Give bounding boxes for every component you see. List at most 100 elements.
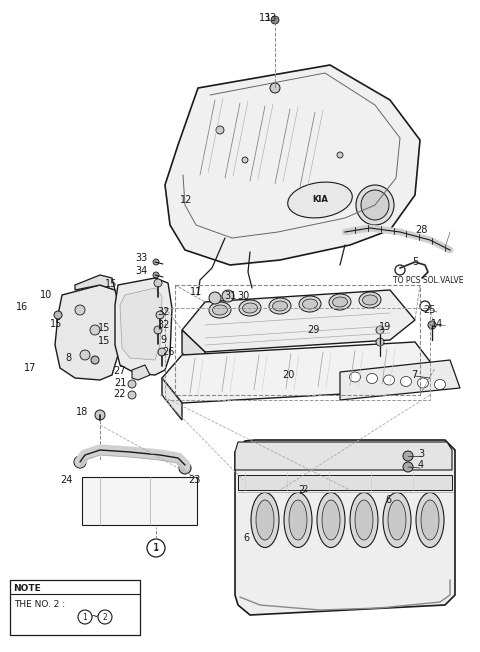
Polygon shape: [340, 360, 460, 400]
Circle shape: [270, 83, 280, 93]
Ellipse shape: [349, 372, 360, 382]
Ellipse shape: [239, 300, 261, 316]
Ellipse shape: [355, 500, 373, 540]
Text: NOTE: NOTE: [13, 584, 41, 593]
Text: 5: 5: [412, 257, 418, 267]
Text: 17: 17: [24, 363, 36, 373]
Ellipse shape: [209, 302, 231, 318]
Circle shape: [216, 126, 224, 134]
Text: THE NO. 2 :: THE NO. 2 :: [14, 600, 65, 609]
Polygon shape: [182, 330, 205, 375]
Ellipse shape: [421, 500, 439, 540]
Text: TO PCS SOL.VALVE: TO PCS SOL.VALVE: [393, 276, 464, 285]
Text: 8: 8: [65, 353, 71, 363]
Text: 11: 11: [190, 287, 202, 297]
Text: 10: 10: [40, 290, 52, 300]
Circle shape: [90, 325, 100, 335]
Circle shape: [54, 311, 62, 319]
Text: 29: 29: [307, 325, 319, 335]
Ellipse shape: [383, 492, 411, 548]
Circle shape: [403, 451, 413, 461]
Text: 13: 13: [259, 13, 271, 23]
Circle shape: [91, 356, 99, 364]
Circle shape: [222, 290, 234, 302]
Circle shape: [428, 321, 436, 329]
Circle shape: [271, 16, 279, 24]
Text: 16: 16: [16, 302, 28, 312]
Circle shape: [153, 272, 159, 278]
Text: 9: 9: [160, 335, 166, 345]
FancyBboxPatch shape: [82, 477, 197, 525]
Text: 14: 14: [431, 319, 443, 329]
Circle shape: [179, 462, 191, 474]
Text: 13: 13: [265, 13, 277, 23]
Ellipse shape: [242, 303, 257, 313]
Ellipse shape: [302, 299, 317, 309]
Ellipse shape: [356, 185, 394, 225]
Text: 12: 12: [180, 195, 192, 205]
Text: 7: 7: [411, 370, 417, 380]
Ellipse shape: [213, 305, 228, 315]
Circle shape: [154, 326, 162, 334]
Polygon shape: [182, 290, 415, 352]
Text: 26: 26: [162, 347, 174, 357]
Circle shape: [128, 391, 136, 399]
Polygon shape: [115, 278, 172, 375]
Ellipse shape: [333, 297, 348, 307]
Text: 28: 28: [415, 225, 427, 235]
Text: 20: 20: [282, 370, 294, 380]
Text: 15: 15: [50, 319, 62, 329]
Circle shape: [153, 259, 159, 265]
Circle shape: [154, 279, 162, 287]
Circle shape: [209, 292, 221, 304]
Ellipse shape: [350, 492, 378, 548]
Ellipse shape: [269, 298, 291, 314]
Circle shape: [75, 305, 85, 315]
Polygon shape: [235, 440, 455, 615]
Text: 27: 27: [114, 366, 126, 376]
Ellipse shape: [317, 492, 345, 548]
Ellipse shape: [256, 500, 274, 540]
Ellipse shape: [400, 376, 411, 387]
Polygon shape: [235, 442, 452, 470]
Text: 15: 15: [105, 279, 117, 289]
Ellipse shape: [284, 492, 312, 548]
Ellipse shape: [418, 378, 429, 388]
Ellipse shape: [322, 500, 340, 540]
Polygon shape: [238, 475, 452, 490]
Text: KIA: KIA: [312, 196, 328, 205]
Ellipse shape: [361, 190, 389, 220]
Polygon shape: [162, 378, 182, 420]
Circle shape: [376, 338, 384, 346]
FancyBboxPatch shape: [10, 580, 140, 635]
Ellipse shape: [299, 296, 321, 312]
Text: 21: 21: [114, 378, 126, 388]
Text: 31: 31: [224, 291, 236, 301]
Text: 15: 15: [98, 323, 110, 333]
Circle shape: [95, 410, 105, 420]
Text: 6: 6: [243, 533, 249, 543]
Text: 32: 32: [157, 320, 169, 330]
Text: 1: 1: [154, 544, 158, 552]
Polygon shape: [132, 365, 150, 380]
Text: 32: 32: [157, 307, 169, 317]
Polygon shape: [75, 275, 115, 290]
Text: 2: 2: [298, 485, 304, 495]
Circle shape: [242, 157, 248, 163]
Polygon shape: [165, 65, 420, 265]
Circle shape: [156, 311, 164, 319]
Text: 6: 6: [385, 495, 391, 505]
Text: 1: 1: [83, 612, 87, 621]
Text: 18: 18: [76, 407, 88, 417]
Text: 30: 30: [237, 291, 249, 301]
Circle shape: [158, 348, 166, 356]
Text: 4: 4: [418, 460, 424, 470]
Ellipse shape: [251, 492, 279, 548]
Text: 1: 1: [153, 543, 159, 553]
Ellipse shape: [434, 379, 445, 389]
Text: 24: 24: [60, 475, 72, 485]
Ellipse shape: [367, 374, 377, 383]
Circle shape: [403, 462, 413, 472]
Text: 2: 2: [103, 612, 108, 621]
Polygon shape: [162, 342, 435, 403]
